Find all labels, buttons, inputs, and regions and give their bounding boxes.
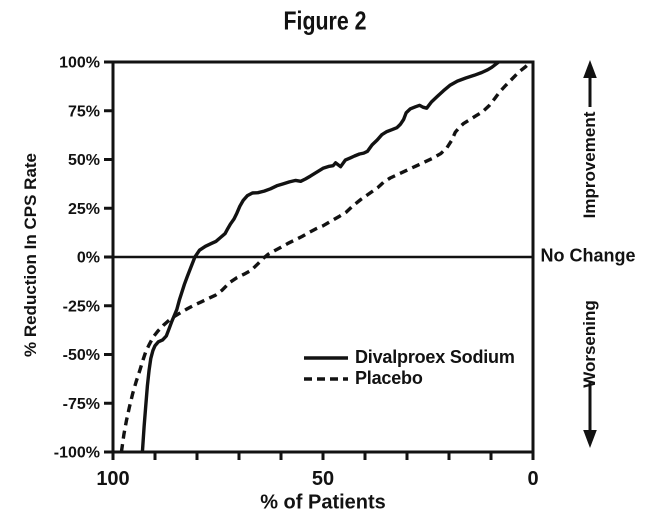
x-tick-label: 100	[96, 468, 129, 490]
y-tick-label: 100%	[59, 55, 100, 72]
y-tick-label: 25%	[68, 201, 100, 218]
x-axis-title: % of Patients	[260, 491, 386, 514]
improvement-up-arrow-icon	[583, 60, 597, 107]
y-tick-label: -75%	[63, 396, 100, 413]
placebo-curve	[119, 60, 532, 453]
legend-item-divalproex-sodium: Divalproex Sodium	[303, 347, 515, 367]
y-tick-label: 75%	[68, 103, 100, 120]
y-tick-label: 0%	[77, 250, 100, 267]
x-tick-label: 0	[527, 468, 538, 490]
dashed-line-swatch	[304, 376, 348, 381]
legend-item-placebo: Placebo	[303, 368, 515, 388]
y-tick-label: 50%	[68, 152, 100, 169]
figure-title: Figure 2	[283, 5, 367, 36]
legend: Divalproex Sodium Placebo	[303, 347, 515, 388]
y-tick-label: -25%	[63, 298, 100, 315]
worsening-down-arrow-icon	[583, 381, 597, 448]
worsening-label: Worsening	[580, 300, 599, 388]
no-change-label: No Change	[540, 245, 636, 266]
divalproex-sodium-curve	[140, 60, 500, 453]
improvement-label: Improvement	[580, 111, 599, 219]
solid-line-swatch	[304, 355, 348, 360]
y-tick-label: -100%	[54, 445, 100, 462]
x-tick-label: 50	[312, 468, 334, 490]
legend-label-placebo: Placebo	[355, 368, 423, 388]
y-axis-title: % Reduction In CPS Rate	[21, 152, 40, 358]
y-tick-label: -50%	[63, 347, 100, 364]
legend-label-divalproex-sodium: Divalproex Sodium	[355, 347, 515, 367]
